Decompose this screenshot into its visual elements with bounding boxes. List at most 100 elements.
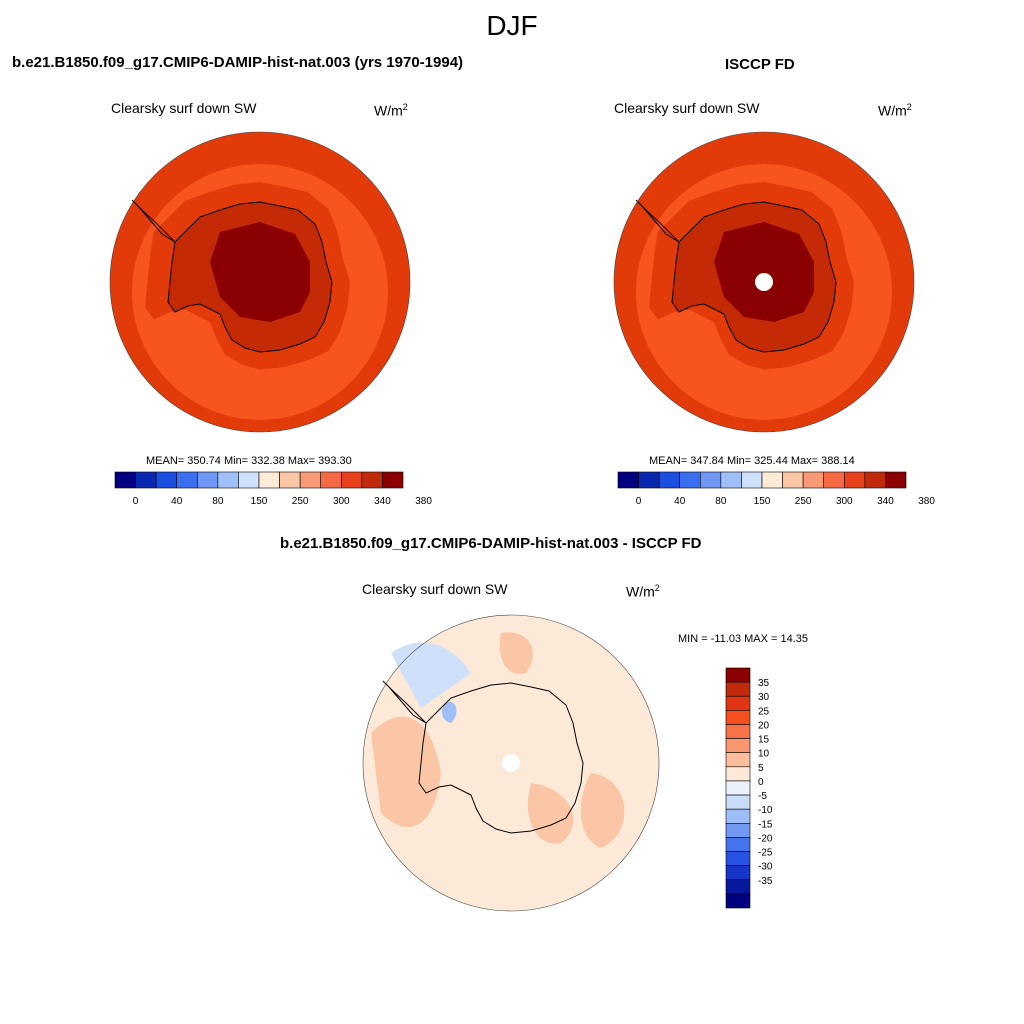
panel-1-variable-label: Clearsky surf down SW: [111, 100, 257, 116]
colorbar-swatch: [802, 471, 825, 489]
diff-units: W/m2: [626, 583, 660, 600]
colorbar-tick-label: 80: [715, 496, 727, 507]
colorbar-swatch: [638, 471, 660, 489]
colorbar-swatch: [114, 471, 136, 489]
colorbar-tick-label: 30: [758, 692, 770, 703]
map-border: [109, 131, 411, 433]
peninsula-coastline: [382, 680, 427, 724]
colorbar-swatch: [725, 752, 751, 768]
season-title: DJF: [486, 10, 538, 41]
colorbar-swatch: [196, 471, 219, 489]
colorbar-swatch: [725, 724, 751, 739]
colorbar-swatch: [782, 471, 804, 489]
map-border: [613, 131, 915, 433]
colorbar-swatch: [725, 710, 751, 725]
positive-patch-north: [499, 632, 533, 674]
colorbar-tick-label: 340: [877, 496, 894, 507]
colorbar-tick-label: 300: [836, 496, 853, 507]
negative-patch: [391, 642, 471, 708]
colorbar-swatch: [658, 471, 681, 489]
peninsula-coastline: [131, 199, 176, 243]
colorbar-swatch: [725, 879, 751, 895]
colorbar-tick-label: 300: [333, 496, 350, 507]
colorbar-tick-label: 40: [674, 496, 686, 507]
colorbar-swatch: [361, 471, 383, 489]
diff-panel-title: b.e21.B1850.f09_g17.CMIP6-DAMIP-hist-nat…: [280, 535, 702, 552]
diff-colorbar: 35 30 25 20 15 10 5 0 -5 -10 -15 -20 -25 -30 -35: [725, 667, 773, 909]
colorbar-tick-label: -10: [758, 805, 773, 816]
colorbar-tick-label: 15: [758, 735, 770, 746]
colorbar-tick-label: 250: [795, 496, 812, 507]
colorbar-swatch: [725, 794, 751, 810]
colorbar-tick-label: 25: [758, 706, 770, 717]
colorbar-swatch: [238, 471, 260, 489]
colorbar-tick-label: 20: [758, 720, 770, 731]
colorbar-tick-label: 5: [758, 763, 764, 774]
colorbar-swatch: [843, 471, 866, 489]
colorbar-tick-label: 10: [758, 749, 770, 760]
colorbar-swatch: [720, 471, 742, 489]
colorbar-swatch: [699, 471, 722, 489]
colorbar-swatch: [725, 851, 751, 866]
colorbar-tick-label: -35: [758, 876, 773, 887]
colorbar-swatch: [725, 822, 751, 838]
colorbar-swatch: [864, 471, 886, 489]
colorbar-swatch: [725, 681, 751, 697]
colorbar-tick-label: 80: [212, 496, 224, 507]
panel-title-obs: ISCCP FD: [725, 56, 795, 73]
colorbar-swatch: [725, 780, 751, 796]
colorbar-tick-label: 380: [415, 496, 432, 507]
positive-patch-east: [580, 773, 625, 848]
colorbar-tick-label: -30: [758, 862, 773, 873]
colorbar-swatch: [340, 471, 363, 489]
colorbar-swatch: [617, 471, 639, 489]
panel-2-stats: MEAN= 347.84 Min= 325.44 Max= 388.14: [649, 455, 855, 467]
diff-polar-map: [362, 614, 660, 912]
panel-1-units: W/m2: [374, 102, 408, 119]
colorbar-swatch: [320, 471, 342, 489]
colorbar-swatch: [258, 471, 280, 489]
colorbar-tick-label: 150: [754, 496, 771, 507]
colorbar-swatch: [135, 471, 157, 489]
colorbar-swatch: [279, 471, 301, 489]
map-border: [362, 614, 660, 912]
interior-plateau: [714, 222, 814, 322]
peninsula-coastline: [635, 199, 680, 243]
positive-patch-west: [371, 716, 441, 828]
colorbar-tick-label: -5: [758, 791, 767, 802]
colorbar-swatch: [741, 471, 763, 489]
diff-stats: MIN = -11.03 MAX = 14.35: [678, 633, 809, 645]
colorbar-tick-label: 340: [374, 496, 391, 507]
colorbar-swatch: [299, 471, 322, 489]
colorbar-tick-label: -15: [758, 819, 773, 830]
colorbar-tick-label: 380: [918, 496, 935, 507]
negative-patch-peninsula: [441, 702, 457, 723]
colorbar-swatch: [823, 471, 845, 489]
colorbar-tick-label: 0: [133, 496, 139, 507]
colorbar-swatch: [761, 471, 783, 489]
coastline: [167, 201, 333, 353]
panel-1-polar-map: [109, 131, 411, 433]
colorbar-tick-label: 35: [758, 678, 770, 689]
colorbar-swatch: [725, 695, 751, 711]
colorbar-tick-label: -20: [758, 833, 773, 844]
pole-hole: [502, 754, 520, 772]
colorbar-tick-label: 0: [636, 496, 642, 507]
colorbar-swatch: [155, 471, 178, 489]
colorbar-swatch: [725, 893, 751, 909]
panel-2-units: W/m2: [878, 102, 912, 119]
colorbar-swatch: [725, 808, 751, 824]
colorbar-tick-label: 150: [251, 496, 268, 507]
colorbar-swatch: [885, 471, 907, 489]
colorbar-swatch: [725, 837, 751, 852]
colorbar-swatch: [725, 766, 751, 782]
panel-1-colorbar: 0 40 80 150 250 300 340 380: [114, 471, 432, 507]
coastline: [671, 201, 837, 353]
diff-variable-label: Clearsky surf down SW: [362, 581, 508, 597]
panel-2-polar-map: [613, 131, 915, 433]
panel-2-colorbar: 0 40 80 150 250 300 340 380: [617, 471, 935, 507]
colorbar-swatch: [382, 471, 404, 489]
pole-hole: [755, 273, 773, 291]
colorbar-tick-label: 250: [292, 496, 309, 507]
colorbar-swatch: [725, 667, 751, 683]
